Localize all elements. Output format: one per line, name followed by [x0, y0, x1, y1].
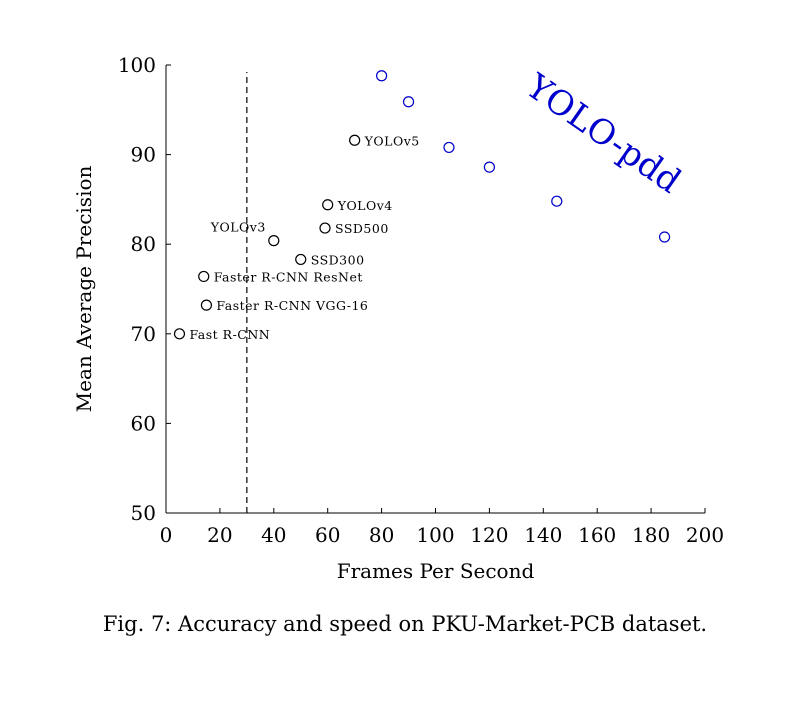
x-tick-label: 0 — [160, 523, 173, 547]
point-label: Fast R-CNN — [189, 327, 270, 342]
x-tick-label: 80 — [369, 523, 394, 547]
baseline-point — [200, 299, 213, 311]
x-tick-label: 120 — [470, 523, 508, 547]
x-tick-label: 200 — [686, 523, 724, 547]
yolo-pdd-point — [483, 161, 495, 173]
baseline-point — [173, 328, 186, 340]
point-label: SSD500 — [335, 221, 389, 236]
point-label: Faster R-CNN VGG-16 — [216, 298, 368, 313]
y-tick-label: 80 — [131, 232, 156, 256]
yolo-pdd-point — [443, 141, 455, 154]
y-tick-label: 90 — [131, 143, 156, 167]
point-labels: Fast R-CNN Faster R-CNN VGG-16 Faster R-CN… — [189, 66, 688, 342]
axes: 0 20 40 60 80 100 120 140 160 180 200 50 60 70 80 90 100… — [72, 53, 724, 583]
baseline-point — [268, 235, 280, 247]
figure-caption: Fig. 7: Accuracy and speed on PKU-Market… — [102, 612, 708, 636]
point-label: SSD300 — [311, 252, 365, 267]
scatter-chart: 0 20 40 60 80 100 120 140 160 180 200 50 60 70 80 90 100… — [72, 53, 724, 583]
point-label: YOLOv5 — [364, 133, 420, 148]
baseline-point — [295, 253, 307, 266]
point-label: Faster R-CNN ResNet — [214, 269, 363, 284]
x-tick-label: 60 — [315, 523, 340, 547]
x-tick-label: 40 — [261, 523, 286, 547]
x-tick-label: 140 — [524, 523, 562, 547]
series-label: YOLO-pdd — [518, 66, 688, 202]
yolo-pdd-point — [402, 96, 415, 108]
x-tick-label: 160 — [578, 523, 616, 547]
yolo-pdd-point — [551, 195, 563, 207]
baseline-point — [322, 199, 334, 211]
x-tick-label: 180 — [632, 523, 670, 547]
baseline-point — [349, 134, 361, 146]
yolo-pdd-point — [658, 231, 671, 243]
x-tick-label: 100 — [416, 523, 454, 547]
y-tick-label: 50 — [131, 501, 156, 525]
baseline-point — [198, 270, 210, 283]
x-axis-label: Frames Per Second — [337, 559, 535, 583]
data-points — [173, 70, 671, 340]
y-axis-label: Mean Average Precision — [72, 166, 96, 413]
y-tick-label: 100 — [118, 53, 156, 77]
baseline-point — [319, 222, 331, 234]
yolo-pdd-point — [376, 70, 388, 82]
point-label: YOLOv3 — [210, 220, 266, 235]
point-label: YOLOv4 — [337, 198, 393, 213]
y-tick-label: 70 — [131, 322, 156, 346]
x-tick-label: 20 — [207, 523, 232, 547]
y-tick-label: 60 — [131, 411, 156, 435]
